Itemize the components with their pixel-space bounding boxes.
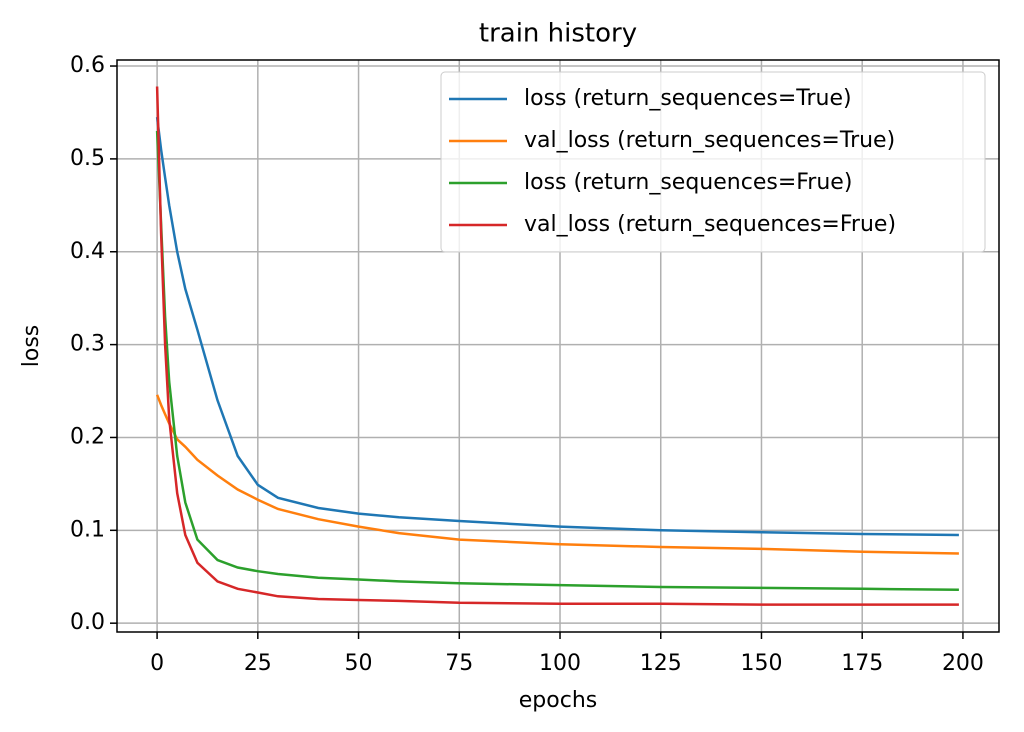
- x-tick-label: 25: [244, 651, 272, 676]
- y-tick-label: 0.2: [70, 424, 105, 449]
- x-tick-label: 50: [345, 651, 373, 676]
- chart-title: train history: [479, 19, 637, 49]
- x-tick-label: 200: [942, 651, 984, 676]
- x-tick-label: 150: [740, 651, 782, 676]
- x-axis-label: epochs: [519, 688, 597, 713]
- legend-label: loss (return_sequences=Frue): [524, 170, 852, 195]
- series-line: [155, 130, 959, 592]
- legend-box: [440, 71, 986, 253]
- y-tick-label: 0.1: [70, 517, 105, 542]
- series-line: [155, 116, 959, 537]
- y-tick-label: 0.3: [70, 332, 105, 357]
- plot-frame: [116, 59, 1000, 633]
- series-line: [155, 86, 959, 606]
- legend-label: val_loss (return_sequences=True): [524, 128, 895, 153]
- x-tick-label: 75: [445, 651, 473, 676]
- y-tick-label: 0.4: [70, 239, 105, 264]
- x-tick-label: 175: [841, 651, 883, 676]
- y-tick-label: 0.6: [70, 53, 105, 78]
- y-tick-label: 0.0: [70, 610, 105, 635]
- x-tick-label: 100: [539, 651, 581, 676]
- y-tick-label: 0.5: [70, 146, 105, 171]
- legend-label: val_loss (return_sequences=Frue): [524, 212, 896, 237]
- x-tick-label: 125: [640, 651, 682, 676]
- y-axis-label: loss: [19, 325, 44, 368]
- x-tick-label: 0: [150, 651, 164, 676]
- legend-label: loss (return_sequences=True): [524, 86, 852, 111]
